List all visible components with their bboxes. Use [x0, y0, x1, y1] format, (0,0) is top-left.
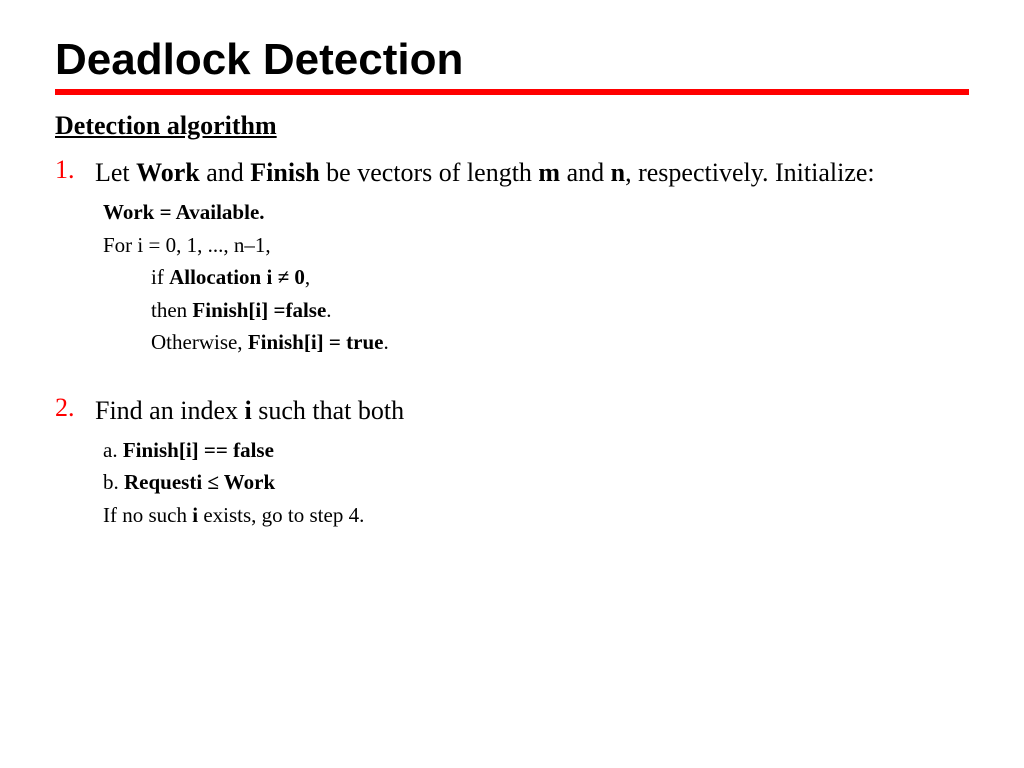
term-m: m	[538, 158, 560, 187]
slide-title: Deadlock Detection	[55, 35, 969, 85]
term-n: n	[611, 158, 625, 187]
step-1-sub-a: Work = Available.	[103, 196, 969, 229]
step-2-sub-b: b. Requesti ≤ Work	[103, 466, 969, 499]
text: Find an index	[95, 396, 245, 425]
step-2-body: Find an index i such that both	[95, 393, 969, 428]
text: then	[151, 298, 192, 322]
step-2-sub-c: If no such i exists, go to step 4.	[103, 499, 969, 532]
text: b.	[103, 470, 124, 494]
text: and	[560, 158, 611, 187]
text: ,	[305, 265, 310, 289]
step-2-sub-a: a. Finish[i] == false	[103, 434, 969, 467]
term-work: Work	[136, 158, 200, 187]
text: exists, go to step 4.	[198, 503, 364, 527]
step-1-body: Let Work and Finish be vectors of length…	[95, 155, 969, 190]
step-1-subsub-c: if Allocation i ≠ 0,	[151, 261, 969, 294]
term-i: i	[245, 396, 252, 425]
text: Allocation i ≠ 0	[169, 265, 305, 289]
slide-root: Deadlock Detection Detection algorithm 1…	[0, 0, 1024, 562]
text: Finish[i] = true	[248, 330, 384, 354]
text: Otherwise,	[151, 330, 248, 354]
text: If no such	[103, 503, 192, 527]
text: if	[151, 265, 169, 289]
step-1: 1. Let Work and Finish be vectors of len…	[55, 155, 969, 190]
term-finish: Finish	[250, 158, 319, 187]
step-1-subsub-d: then Finish[i] =false.	[151, 294, 969, 327]
text: Work = Available.	[103, 200, 265, 224]
step-1-sub-b: For i = 0, 1, ..., n–1,	[103, 229, 969, 262]
text: and	[200, 158, 251, 187]
section-subtitle: Detection algorithm	[55, 111, 969, 141]
text: .	[383, 330, 388, 354]
text: .	[326, 298, 331, 322]
text: Finish[i] =false	[192, 298, 326, 322]
text: Finish[i] == false	[123, 438, 274, 462]
step-2: 2. Find an index i such that both	[55, 393, 969, 428]
text: For i = 0, 1, ..., n–1,	[103, 233, 271, 257]
step-2-number: 2.	[55, 393, 95, 428]
step-1-subsub-e: Otherwise, Finish[i] = true.	[151, 326, 969, 359]
text: Let	[95, 158, 136, 187]
spacer	[55, 359, 969, 393]
text: a.	[103, 438, 123, 462]
title-rule	[55, 89, 969, 95]
text: Requesti ≤ Work	[124, 470, 275, 494]
text: such that both	[252, 396, 404, 425]
step-1-number: 1.	[55, 155, 95, 190]
text: be vectors of length	[320, 158, 539, 187]
text: , respectively. Initialize:	[625, 158, 875, 187]
